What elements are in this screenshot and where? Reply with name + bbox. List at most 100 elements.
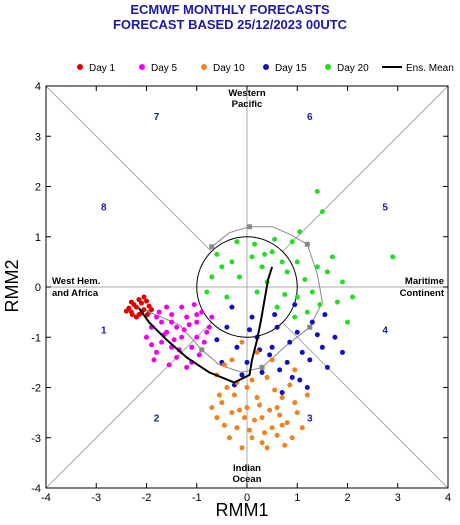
- day15-point: [279, 390, 285, 396]
- day5-point: [154, 314, 160, 320]
- day10-point: [267, 407, 273, 413]
- day20-point: [284, 269, 290, 275]
- day10-point: [264, 374, 270, 380]
- y-tick-label: -4: [31, 483, 41, 495]
- x-tick-label: -4: [41, 492, 51, 504]
- day10-point: [214, 415, 220, 421]
- day10-point: [252, 417, 258, 423]
- day20-point: [259, 264, 265, 270]
- observed-day-marker: [259, 364, 265, 370]
- day5-point: [189, 344, 195, 350]
- unit-circle: [196, 236, 298, 338]
- day1-point: [144, 298, 149, 304]
- day10-point: [274, 432, 280, 438]
- y-tick-label: -1: [31, 332, 41, 344]
- day20-point: [324, 269, 330, 275]
- day20-point: [234, 239, 240, 245]
- day10-point: [294, 410, 300, 416]
- day15-point: [309, 319, 315, 325]
- day10-point: [219, 400, 225, 406]
- day5-point: [179, 334, 185, 340]
- legend-label-day5: Day 5: [151, 63, 178, 74]
- phase-label-1: 1: [101, 326, 107, 337]
- day20-point: [219, 264, 225, 270]
- day15-point: [267, 352, 273, 358]
- y-tick-label: 0: [35, 282, 41, 294]
- day10-point: [231, 392, 237, 398]
- day15-point: [292, 302, 298, 308]
- day20-point: [249, 254, 255, 260]
- observed-day-marker: [304, 241, 310, 247]
- day15-point: [332, 334, 338, 340]
- observed-day-marker: [307, 324, 313, 330]
- day10-point: [254, 395, 260, 401]
- day10-point: [247, 427, 253, 433]
- x-axis-title: RMM1: [216, 500, 269, 520]
- phase-label-3: 3: [307, 414, 313, 425]
- day20-point: [302, 276, 308, 282]
- day20-point: [304, 309, 310, 315]
- day1-point: [138, 300, 144, 306]
- plot-area: -4 -3 -2 -1 0 1 2 3 4 -4 -3 -2 -1 0 1 2 3 4 1 2 3 4 5 6 7 8 Wester…: [31, 81, 451, 504]
- day20-point: [254, 289, 260, 295]
- day15-point: [269, 344, 275, 350]
- day10-point: [292, 367, 298, 373]
- day10-point: [226, 435, 232, 441]
- day15-point: [297, 377, 303, 383]
- day5-point: [206, 324, 212, 330]
- day5-point: [154, 349, 160, 355]
- day10-point: [239, 339, 245, 345]
- y-tick-label: -3: [31, 433, 41, 445]
- region-label-left: West Hem.: [52, 276, 100, 287]
- legend-marker-day1: [77, 64, 83, 70]
- day20-point: [292, 314, 298, 320]
- region-label-bottom: Ocean: [232, 474, 261, 485]
- day10-point: [274, 405, 280, 411]
- day20-point: [345, 319, 350, 325]
- day1-point: [149, 307, 155, 313]
- day15-point: [274, 324, 280, 330]
- x-tick-label: 1: [294, 492, 300, 504]
- day15-point: [249, 314, 255, 320]
- legend-marker-day10: [201, 64, 207, 70]
- day10-point: [289, 435, 295, 441]
- day5-point: [204, 329, 210, 335]
- observed-day-marker: [209, 244, 215, 250]
- day5-point: [179, 304, 185, 310]
- day15-point: [259, 369, 265, 375]
- day10-point: [264, 445, 270, 451]
- day5-point: [184, 314, 190, 320]
- day5-point: [169, 312, 175, 318]
- day10-point: [262, 430, 268, 436]
- day5-point: [159, 339, 165, 345]
- legend-marker-day5: [139, 64, 145, 70]
- x-tick-label: -1: [192, 492, 202, 504]
- chart-title-line2: FORECAST BASED 25/12/2023 00UTC: [112, 17, 348, 32]
- day1-point: [141, 294, 147, 300]
- day15-point: [289, 374, 295, 380]
- day5-point: [209, 314, 215, 320]
- day10-point: [272, 387, 278, 393]
- day10-point: [249, 435, 255, 441]
- day20-point: [272, 236, 278, 242]
- observed-day-marker: [247, 224, 253, 230]
- legend-marker-day20: [325, 64, 331, 70]
- day1-point: [145, 312, 151, 318]
- day10-point: [279, 422, 285, 428]
- legend-label-day10: Day 10: [213, 63, 245, 74]
- day15-point: [244, 359, 250, 365]
- legend-label-mean: Ens. Mean: [406, 63, 454, 74]
- day5-point: [184, 364, 190, 370]
- day20-point: [252, 241, 258, 247]
- y-tick-label: 3: [35, 131, 41, 143]
- day20-point: [214, 251, 220, 257]
- y-tick-label: 4: [35, 81, 41, 93]
- day20-point: [294, 294, 300, 300]
- day1-point: [141, 307, 147, 313]
- day10-point: [229, 357, 235, 363]
- region-label-left: and Africa: [52, 288, 99, 299]
- x-tick-label: -3: [91, 492, 101, 504]
- day10-point: [241, 415, 247, 421]
- day10-point: [299, 425, 305, 431]
